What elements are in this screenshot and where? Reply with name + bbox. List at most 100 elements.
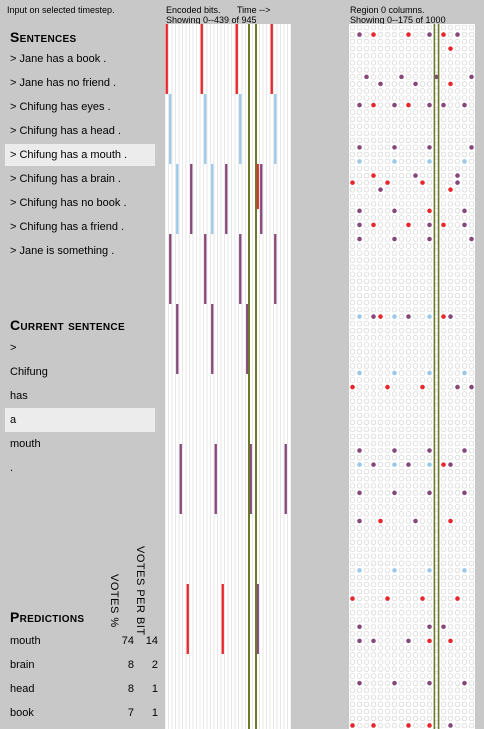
encoded-bit-block [270,24,273,94]
token-item[interactable]: Chifung [10,366,48,378]
column-cell [377,24,384,31]
prediction-row: mouth 74 14 [5,629,160,653]
column-cell [349,659,356,665]
column-cell [468,391,475,397]
column-cell [391,201,398,207]
column-cell [454,158,461,165]
column-cell [440,666,447,672]
column-cell [468,511,475,517]
column-cell [398,384,405,390]
column-cell [377,468,384,475]
active-column-cell [441,32,446,37]
column-cell [461,405,468,411]
column-cell [454,504,461,510]
column-cell [440,306,447,313]
column-cell [370,666,377,672]
active-column-cell [469,236,474,242]
column-cell [440,356,447,362]
column-cell [426,701,433,708]
column-cell [377,581,384,588]
column-cell [398,553,405,559]
column-cell [426,229,433,235]
column-cell [370,151,377,158]
token-item[interactable]: . [10,462,14,474]
column-cell [405,172,412,179]
column-cell [363,483,370,489]
column-cell [405,398,412,404]
column-cell [377,454,384,461]
column-cell [349,306,356,313]
column-cell [412,335,419,341]
column-cell [370,532,377,538]
column-cell [370,398,377,404]
column-cell [419,201,426,207]
column-cell [391,483,398,489]
column-cell [405,109,412,115]
column-cell [377,405,384,411]
column-cell [370,264,377,270]
sentence-item[interactable]: > Jane is something . [10,245,115,257]
column-cell [370,617,377,623]
column-cell [412,680,419,686]
region-columns-grid[interactable] [349,24,475,729]
active-column-cell [392,145,397,150]
column-cell [426,95,433,101]
column-cell [426,687,433,693]
column-cell [370,694,377,700]
active-column-cell [357,680,362,686]
active-column-cell [371,102,376,108]
column-cell [356,715,363,722]
encoded-bit-block [246,304,249,374]
column-cell [461,595,468,602]
column-cell [412,264,419,270]
sentence-item[interactable]: > Chifung has a head . [10,125,121,137]
column-cell [412,602,419,609]
token-item[interactable]: mouth [10,438,41,450]
encoded-bits-grid[interactable] [165,24,291,729]
column-cell [440,335,447,341]
column-cell [405,546,412,552]
column-cell [412,88,419,94]
column-cell [454,208,461,214]
token-item[interactable]: > [10,342,17,354]
column-cell [426,518,433,524]
column-cell [440,144,447,151]
column-cell [426,172,433,179]
token-item[interactable]: a [5,408,155,432]
column-cell [391,560,398,567]
column-cell [426,673,433,679]
column-cell [468,468,475,475]
active-column-cell [357,370,362,376]
column-cell [440,447,447,454]
sentence-item[interactable]: > Jane has a book . [10,53,107,65]
column-cell [412,546,419,552]
column-cell [377,680,384,686]
token-item[interactable]: has [10,390,28,402]
column-cell [377,67,384,73]
column-cell [447,137,454,144]
sentence-item[interactable]: > Chifung has a friend . [10,221,125,233]
column-cell [426,497,433,503]
column-cell [384,525,391,531]
sentence-item[interactable]: > Chifung has no book . [10,197,127,209]
column-cell [447,546,454,552]
column-cell [391,546,398,552]
column-cell [405,306,412,313]
column-cell [426,186,433,193]
column-cell [447,511,454,517]
column-cell [405,356,412,362]
column-cell [356,595,363,602]
column-cell [405,447,412,454]
column-cell [349,109,356,115]
sentence-item[interactable]: > Chifung has a brain . [10,173,121,185]
sentence-item[interactable]: > Chifung has a mouth . [5,144,155,166]
column-cell [398,602,405,609]
column-cell [370,285,377,292]
column-cell [419,109,426,115]
column-cell [440,278,447,285]
column-cell [391,306,398,313]
sentence-item[interactable]: > Chifung has eyes . [10,101,111,113]
sentence-item[interactable]: > Jane has no friend . [10,77,117,89]
column-cell [349,666,356,672]
column-cell [384,356,391,362]
